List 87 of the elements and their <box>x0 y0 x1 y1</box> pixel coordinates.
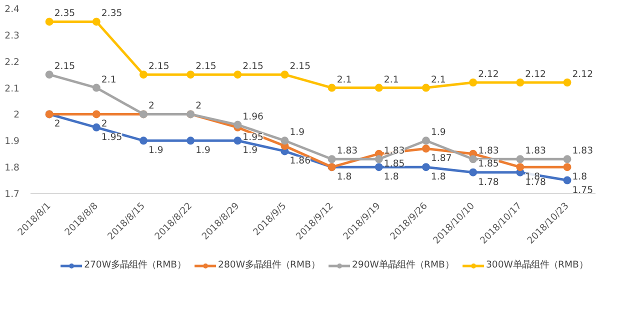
point <box>563 163 572 172</box>
point <box>140 136 148 145</box>
data-label: 1.9 <box>196 145 210 156</box>
point <box>92 123 100 132</box>
point <box>563 176 572 184</box>
y-tick-label: 1.8 <box>4 162 20 174</box>
data-label: 2.1 <box>431 74 446 86</box>
data-label: 2 <box>148 100 154 112</box>
point <box>374 155 383 164</box>
point <box>280 70 289 79</box>
data-label: 2.15 <box>242 61 264 72</box>
point <box>516 155 524 164</box>
point <box>516 78 524 86</box>
point <box>92 84 100 92</box>
y-tick-label: 2.4 <box>4 4 20 15</box>
legend-label: 300W单晶组件（RMB） <box>486 258 588 272</box>
y-tick-label: 2.2 <box>4 56 20 68</box>
point <box>92 110 100 118</box>
data-label: 1.9 <box>431 127 446 138</box>
point <box>234 136 242 145</box>
data-label: 2.15 <box>148 61 170 72</box>
point <box>422 84 430 92</box>
data-label: 2.35 <box>101 8 122 20</box>
point <box>469 78 478 86</box>
data-label: 1.9 <box>290 127 305 138</box>
data-label: 2.12 <box>572 69 594 80</box>
data-label: 1.95 <box>242 132 264 143</box>
point <box>422 144 430 153</box>
point <box>563 78 572 86</box>
data-label: 1.75 <box>572 184 594 196</box>
y-tick-label: 2.1 <box>4 83 20 94</box>
point <box>516 163 524 172</box>
data-label: 1.96 <box>242 111 264 122</box>
data-label: 2 <box>54 118 60 130</box>
data-label: 1.83 <box>525 146 546 157</box>
point <box>140 70 148 79</box>
y-tick-label: 1.9 <box>4 136 20 148</box>
legend-label: 270W多晶组件（RMB） <box>84 258 186 272</box>
data-label: 1.9 <box>242 145 258 156</box>
data-label: 2 <box>101 118 108 130</box>
y-tick-label: 2.3 <box>4 30 20 42</box>
data-label: 2.1 <box>101 74 116 86</box>
data-label: 1.8 <box>431 172 446 183</box>
data-label: 1.83 <box>478 146 499 157</box>
point <box>186 70 195 79</box>
point <box>45 18 54 26</box>
point <box>374 163 383 172</box>
data-label: 1.9 <box>148 145 164 156</box>
point <box>234 70 242 79</box>
data-label: 1.95 <box>101 132 122 143</box>
data-label: 2.35 <box>54 8 76 20</box>
data-label: 2.15 <box>290 61 311 72</box>
data-label: 1.83 <box>384 146 405 157</box>
data-label: 1.8 <box>336 172 352 183</box>
point <box>280 136 289 145</box>
point <box>469 155 478 164</box>
data-label: 1.86 <box>290 156 311 167</box>
point <box>328 84 336 92</box>
data-label: 1.83 <box>336 146 358 157</box>
point <box>469 168 478 176</box>
point <box>374 84 383 92</box>
point <box>234 120 242 129</box>
data-label: 2.12 <box>525 69 546 80</box>
data-label: 1.78 <box>478 176 499 188</box>
y-tick-label: 2 <box>14 110 20 121</box>
data-label: 2.15 <box>54 61 76 72</box>
data-label: 2.1 <box>384 74 399 86</box>
point <box>422 163 430 172</box>
data-label: 1.87 <box>431 153 452 164</box>
data-label: 2.15 <box>196 61 216 72</box>
data-label: 1.8 <box>572 172 588 183</box>
data-label: 1.85 <box>384 158 405 170</box>
point <box>92 18 100 26</box>
point <box>328 155 336 164</box>
y-tick-label: 1.7 <box>4 189 20 200</box>
data-label: 2.1 <box>336 74 352 86</box>
point <box>45 70 54 79</box>
legend-label: 290W单晶组件（RMB） <box>352 258 454 272</box>
data-label: 1.83 <box>572 146 594 157</box>
data-label: 2.12 <box>478 69 499 80</box>
data-label: 2 <box>196 100 202 112</box>
legend-label: 280W多晶组件（RMB） <box>218 258 320 272</box>
point <box>422 136 430 145</box>
data-label: 1.85 <box>478 158 499 170</box>
data-label: 1.8 <box>384 172 399 183</box>
point <box>563 155 572 164</box>
point <box>186 136 195 145</box>
